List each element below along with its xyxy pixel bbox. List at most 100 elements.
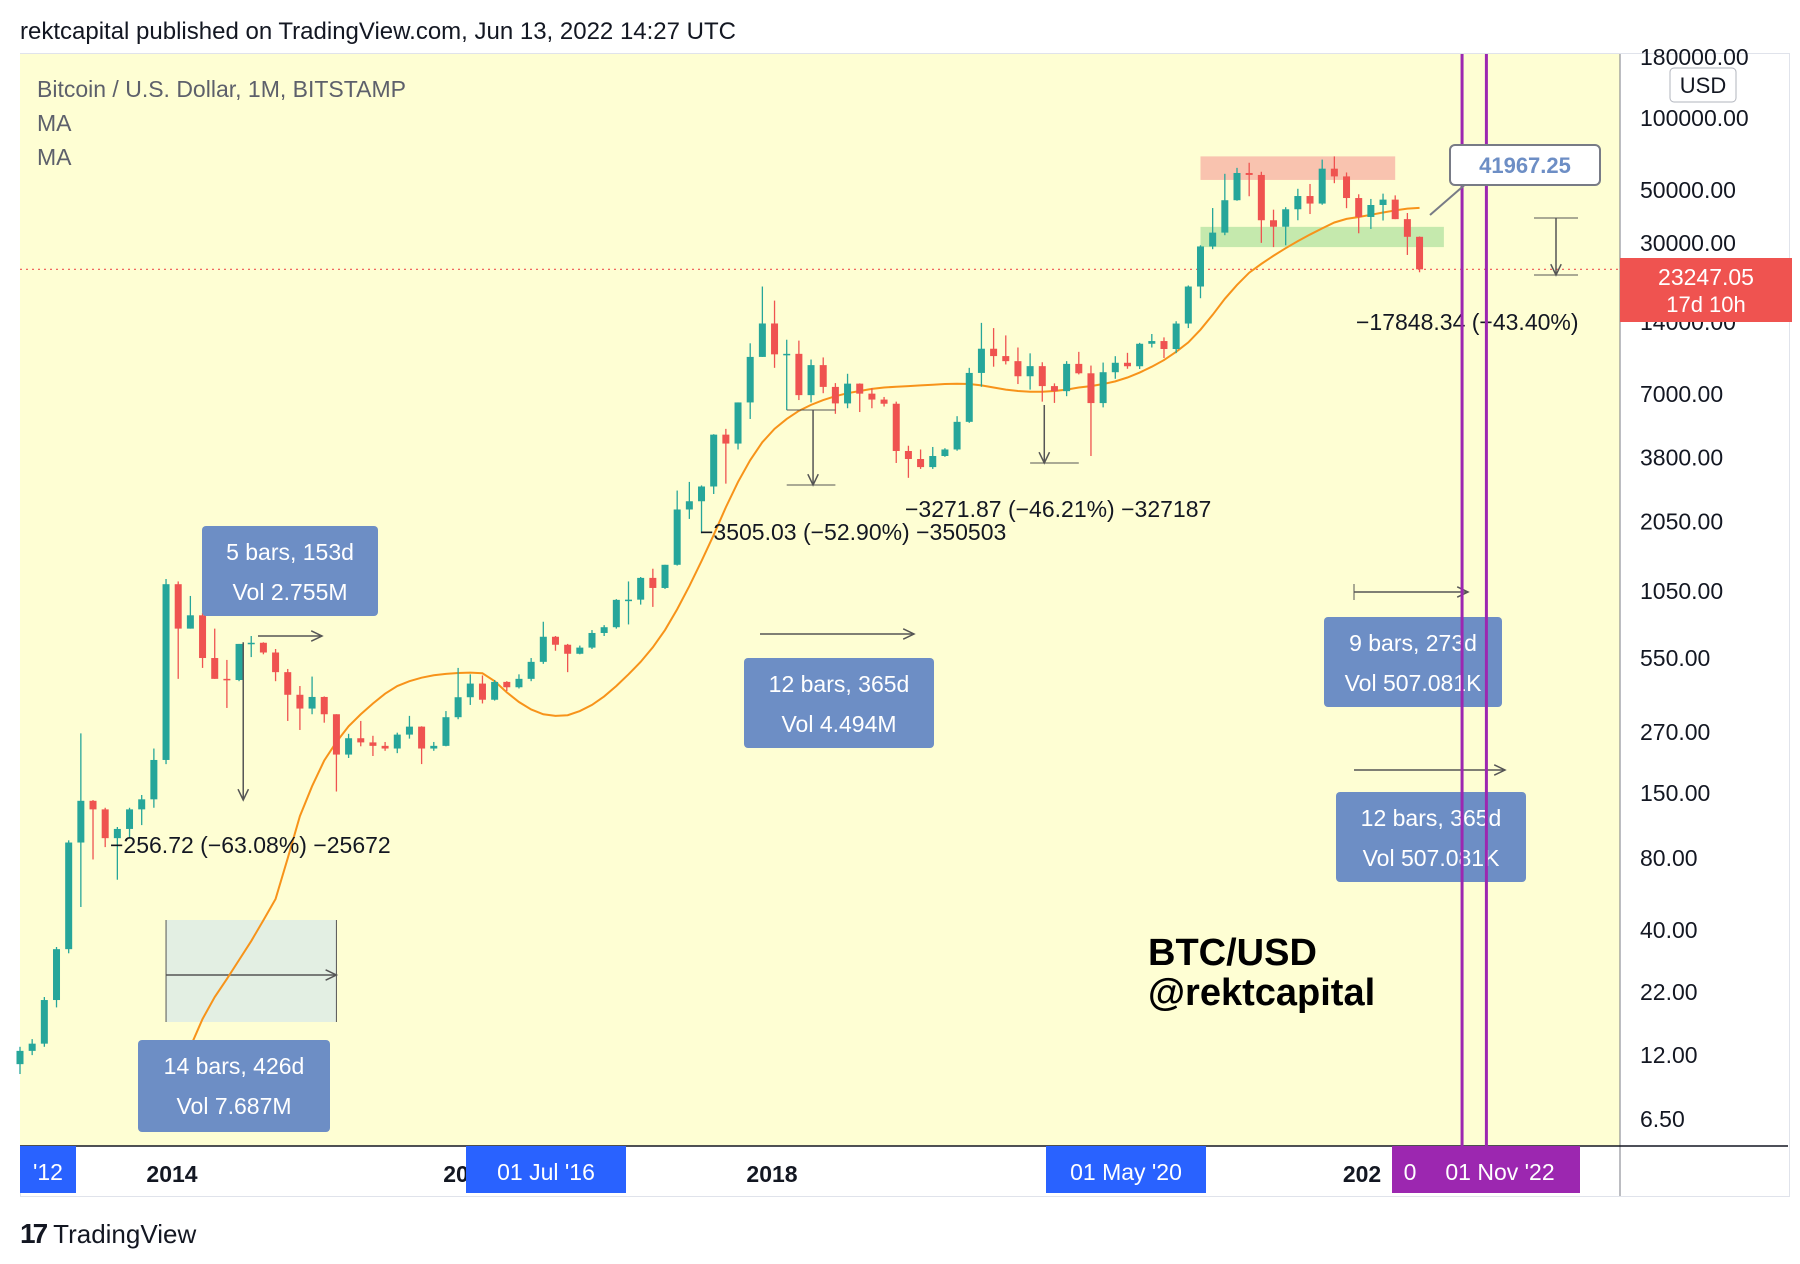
- price-tick-label: 2050.00: [1640, 508, 1723, 534]
- candle-body: [977, 348, 985, 373]
- ma-legend-1[interactable]: MA: [37, 110, 72, 136]
- price-tick-label: 180000.00: [1640, 44, 1749, 70]
- candle-body: [418, 726, 426, 749]
- candle-body: [904, 451, 912, 460]
- candle-body: [892, 403, 900, 452]
- candle-body: [345, 738, 353, 755]
- current-price-value: 23247.05: [1658, 264, 1754, 290]
- candle-body: [685, 501, 693, 510]
- measure-box: [1324, 617, 1502, 707]
- drawdown-label-2014: −256.72 (−63.08%) −25672: [110, 832, 391, 858]
- candle-body: [77, 800, 85, 843]
- candle-body: [235, 643, 243, 681]
- time-highlight-badge: [20, 1146, 76, 1193]
- candle-body: [442, 717, 450, 746]
- measure-box-volume: Vol 507.081K: [1363, 845, 1501, 871]
- price-tick-label: 40.00: [1640, 917, 1698, 943]
- candle-body: [1026, 366, 1034, 377]
- candle-body: [211, 658, 219, 679]
- time-label-highlight: 01 Jul '16: [497, 1159, 595, 1185]
- tradingview-logo[interactable]: 17 TradingView: [20, 1218, 196, 1250]
- time-tick-label: 20: [443, 1161, 469, 1187]
- price-tick-label: 12.00: [1640, 1042, 1698, 1068]
- price-tick-label: 3800.00: [1640, 444, 1723, 470]
- candle-body: [1270, 220, 1278, 227]
- candle-body: [576, 647, 584, 654]
- candle-body: [1221, 200, 1229, 233]
- candle-body: [734, 402, 742, 444]
- symbol-legend[interactable]: Bitcoin / U.S. Dollar, 1M, BITSTAMP: [37, 76, 406, 102]
- candle-body: [722, 434, 730, 444]
- candle-body: [1367, 205, 1375, 217]
- time-tick-label: 2018: [746, 1161, 797, 1187]
- candle-body: [551, 636, 559, 645]
- candle-body: [539, 636, 547, 662]
- candle-body: [661, 564, 669, 588]
- candle-body: [16, 1050, 24, 1065]
- cycle-arrow-1-head: [310, 630, 324, 642]
- candle-body: [296, 694, 304, 709]
- time-tick-label: 202: [1343, 1161, 1381, 1187]
- measure-box-volume: Vol 7.687M: [176, 1093, 291, 1119]
- candle-body: [1403, 219, 1411, 237]
- candle-body: [1123, 362, 1131, 367]
- candle-body: [357, 738, 365, 743]
- candle-body: [1306, 196, 1314, 204]
- candle-body: [1282, 209, 1290, 227]
- candle-body: [478, 683, 486, 700]
- candle-body: [953, 421, 961, 450]
- price-tick-label: 22.00: [1640, 979, 1698, 1005]
- time-label-highlight: 01 Nov '22: [1445, 1159, 1554, 1185]
- candle-body: [649, 577, 657, 588]
- time-highlight-badge: [466, 1146, 626, 1193]
- price-tick-label: 1050.00: [1640, 578, 1723, 604]
- candle-body: [53, 949, 61, 1001]
- candle-body: [369, 742, 377, 746]
- measure-box-bars: 14 bars, 426d: [164, 1053, 305, 1079]
- ma-legend-2[interactable]: MA: [37, 144, 72, 170]
- time-highlight-badge: [1420, 1146, 1580, 1193]
- price-tick-label: 80.00: [1640, 845, 1698, 871]
- published-line: rektcapital published on TradingView.com…: [20, 18, 736, 45]
- candle-body: [381, 745, 389, 749]
- candle-body: [454, 697, 462, 718]
- candle-body: [1038, 366, 1046, 387]
- price-tick-label: 6.50: [1640, 1106, 1685, 1132]
- price-tick-label: 270.00: [1640, 719, 1710, 745]
- candle-body: [1184, 286, 1192, 324]
- tradingview-logo-icon: 17: [20, 1218, 48, 1249]
- callout-box: [1449, 144, 1601, 186]
- candle-body: [1245, 172, 1253, 175]
- candle-body: [1330, 168, 1338, 177]
- price-tick-label: 7000.00: [1640, 381, 1723, 407]
- currency-badge: [1669, 67, 1737, 103]
- candle-body: [259, 642, 267, 653]
- candle-body: [1196, 246, 1204, 287]
- candle-body: [515, 678, 523, 688]
- candle-body: [941, 449, 949, 457]
- candle-body: [758, 323, 766, 357]
- candle-body: [1050, 386, 1058, 392]
- callout-price: 41967.25: [1479, 153, 1571, 178]
- candle-body: [320, 696, 328, 715]
- candle-body: [1257, 174, 1265, 221]
- candle-body: [1391, 199, 1399, 220]
- candle-body: [588, 632, 596, 648]
- candle-body: [1233, 172, 1241, 201]
- candle-body: [491, 681, 499, 700]
- candle-body: [503, 681, 511, 688]
- measure-box: [1336, 792, 1526, 882]
- callout-leader: [1429, 181, 1469, 216]
- candle-body: [1209, 232, 1217, 247]
- time-tick-label: 2014: [146, 1161, 197, 1187]
- candle-body: [1318, 168, 1326, 204]
- candle-body: [807, 365, 815, 396]
- watermark-author: @rektcapital: [1148, 972, 1375, 1014]
- cycle-arrow-4-head: [1493, 764, 1507, 776]
- candle-body: [162, 584, 170, 760]
- current-price-countdown: 17d 10h: [1666, 292, 1746, 317]
- range-shade: [166, 920, 337, 1022]
- time-label-highlight: 01 May '20: [1070, 1159, 1182, 1185]
- candle-body: [1294, 196, 1302, 210]
